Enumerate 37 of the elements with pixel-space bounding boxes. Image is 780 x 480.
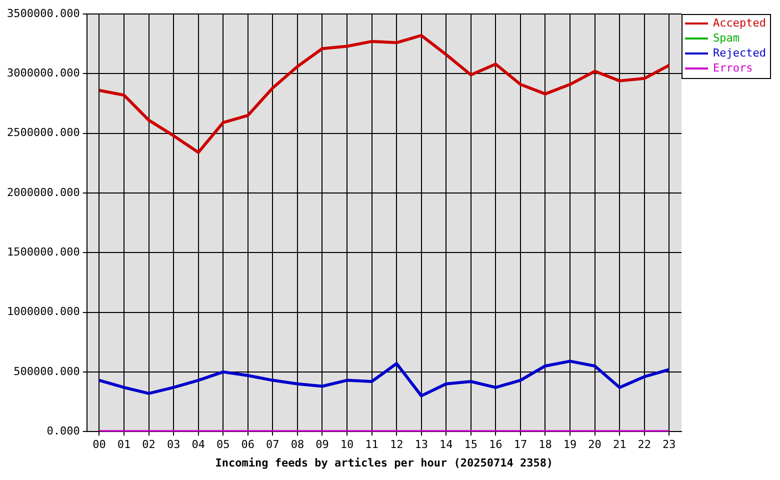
x-tick-label: 17 [514, 438, 528, 452]
y-tick-label: 1500000.000 [6, 245, 80, 258]
x-tick-label: 18 [538, 438, 552, 452]
y-tick-label: 1000000.000 [6, 305, 80, 318]
legend-label: Spam [713, 31, 740, 44]
x-tick-label: 05 [216, 438, 230, 452]
y-tick-label: 2500000.000 [6, 126, 80, 140]
x-tick-label: 22 [638, 438, 651, 452]
y-tick-label: 3000000.000 [6, 66, 80, 80]
x-tick-label: 11 [365, 438, 378, 452]
x-tick-label: 10 [340, 438, 354, 452]
y-tick-label: 500000.000 [14, 364, 80, 378]
x-tick-label: 03 [166, 438, 180, 452]
x-tick-label: 00 [92, 438, 106, 452]
legend-label: Rejected [713, 46, 766, 60]
x-tick-label: 13 [414, 438, 428, 452]
x-tick-label: 02 [142, 438, 156, 452]
x-tick-label: 07 [266, 438, 280, 452]
x-tick-label: 06 [241, 438, 255, 452]
x-tick-label: 12 [390, 438, 404, 452]
x-tick-label: 23 [662, 438, 676, 452]
x-tick-label: 01 [117, 438, 131, 452]
y-tick-label: 0.000 [46, 424, 80, 438]
x-tick-label: 16 [489, 438, 502, 452]
x-tick-label: 09 [316, 438, 329, 452]
y-tick-label: 2000000.000 [6, 186, 80, 199]
x-tick-label: 04 [192, 438, 206, 452]
x-tick-label: 21 [612, 438, 626, 452]
legend-label: Accepted [713, 16, 766, 30]
legend-label: Errors [713, 61, 753, 74]
x-tick-label: 14 [440, 438, 454, 452]
x-tick-label: 08 [290, 438, 304, 452]
x-tick-label: 20 [588, 438, 602, 452]
x-tick-label: 15 [464, 438, 478, 452]
x-axis-title: Incoming feeds by articles per hour (20250714 2358) [215, 456, 554, 470]
x-tick-label: 19 [563, 438, 577, 452]
y-tick-label: 3500000.000 [6, 6, 80, 20]
